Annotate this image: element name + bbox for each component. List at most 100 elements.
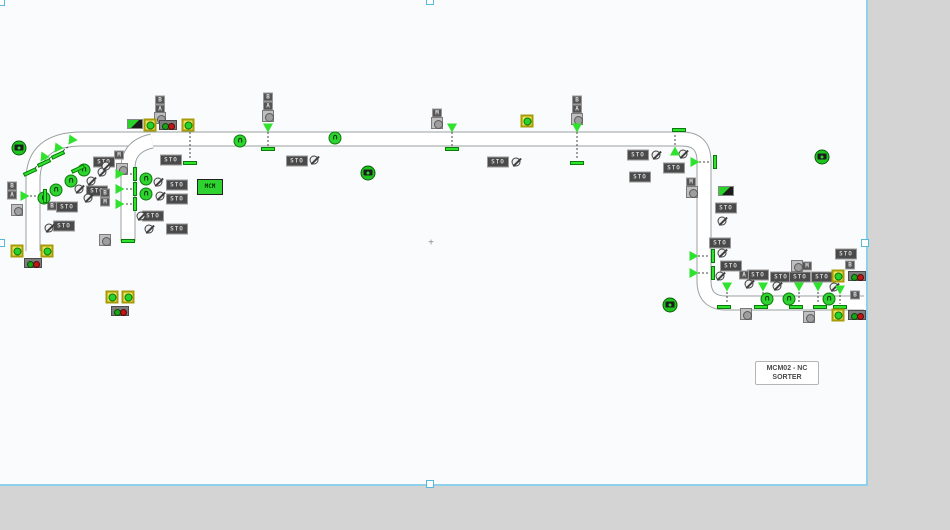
selection-handle[interactable] (861, 239, 869, 247)
photo-eye-bar (713, 155, 717, 169)
status-box[interactable]: STO (487, 156, 509, 168)
bypassed-sensor-icon (744, 279, 754, 289)
photo-eye-arrow[interactable] (572, 123, 582, 133)
photo-eye-arrow[interactable] (670, 146, 680, 156)
lamp-indicator[interactable] (181, 118, 195, 132)
motor-indicator[interactable]: ∩ (233, 134, 247, 148)
status-box[interactable]: STO (160, 154, 182, 166)
bypassed-sensor-icon (155, 191, 165, 201)
photo-eye-bar (43, 189, 47, 203)
photo-eye-arrow[interactable] (722, 282, 732, 292)
lamp-indicator[interactable] (121, 290, 135, 304)
status-box[interactable]: STO (53, 220, 75, 232)
lamp-indicator[interactable] (143, 118, 157, 132)
status-box[interactable]: STO (166, 179, 188, 191)
status-box[interactable]: STO (663, 162, 685, 174)
status-box[interactable]: STO (811, 271, 833, 283)
selection-handle[interactable] (0, 239, 5, 247)
motor-indicator[interactable]: ∩ (139, 172, 153, 186)
run-stop-lights[interactable] (159, 120, 177, 130)
scanner-camera-icon[interactable] (662, 297, 678, 313)
selection-handle[interactable] (0, 0, 5, 6)
photo-eye-arrow[interactable] (115, 184, 125, 194)
divert-wedge-icon (718, 186, 734, 196)
motor-indicator[interactable]: ∩ (64, 174, 78, 188)
mimic-canvas[interactable]: + MCM02 - NC SORTER STO STO STO STO STO STO ST… (0, 0, 866, 484)
selection-border-bottom (0, 484, 868, 486)
status-box[interactable]: STO (835, 248, 857, 260)
photo-eye-arrow[interactable] (115, 169, 125, 179)
photo-eye-arrow[interactable] (758, 282, 768, 292)
divert-wedge-icon (127, 119, 143, 129)
run-stop-lights[interactable] (24, 258, 42, 268)
photo-eye-arrow[interactable] (835, 285, 845, 295)
status-box[interactable]: STO (709, 237, 731, 249)
sorter-label-line2: SORTER (772, 374, 802, 381)
scanner-camera-icon[interactable] (360, 165, 376, 181)
bypassed-sensor-icon (144, 224, 154, 234)
lamp-indicator[interactable] (520, 114, 534, 128)
selection-handle[interactable] (426, 480, 434, 488)
photo-eye-bar (813, 305, 827, 309)
scanner-camera-icon[interactable] (814, 149, 830, 165)
motor-indicator[interactable]: ∩ (328, 131, 342, 145)
photo-eye-bar (717, 305, 731, 309)
center-crosshair: + (428, 237, 434, 249)
zone-letter-box: B (7, 181, 17, 191)
run-stop-lights[interactable] (111, 306, 129, 316)
photo-eye-bar (754, 305, 768, 309)
photo-eye-arrow[interactable] (263, 123, 273, 133)
zone-letter-box: M (114, 150, 124, 160)
photo-eye-bar (133, 197, 137, 211)
status-box[interactable]: STO (720, 260, 742, 272)
photo-eye-arrow[interactable] (689, 251, 699, 261)
photo-eye-bar (133, 167, 137, 181)
sensor-indicator (262, 110, 274, 122)
bypassed-sensor-icon (74, 184, 84, 194)
motor-indicator[interactable]: ∩ (782, 292, 796, 306)
photo-eye-bar (711, 249, 715, 263)
zone-letter-box: B (845, 260, 855, 270)
photo-eye-arrow[interactable] (20, 191, 30, 201)
status-box[interactable]: STO (627, 149, 649, 161)
photo-eye-arrow[interactable] (689, 268, 699, 278)
mcm-box[interactable]: MCM (197, 179, 223, 195)
status-box[interactable]: STO (629, 171, 651, 183)
zone-letter-box: M (802, 261, 812, 271)
photo-eye-arrow[interactable] (115, 199, 125, 209)
lamp-indicator[interactable] (105, 290, 119, 304)
lamp-indicator[interactable] (10, 244, 24, 258)
sensor-indicator (431, 117, 443, 129)
sensor-indicator (740, 308, 752, 320)
photo-eye-arrow[interactable] (690, 157, 700, 167)
selection-handle[interactable] (426, 0, 434, 5)
sensor-indicator (99, 234, 111, 246)
bypassed-sensor-icon (717, 248, 727, 258)
lamp-indicator[interactable] (40, 244, 54, 258)
lamp-indicator[interactable] (831, 308, 845, 322)
status-box[interactable]: STO (286, 155, 308, 167)
photo-eye-arrow[interactable] (447, 123, 457, 133)
bypassed-sensor-icon (717, 216, 727, 226)
bypassed-sensor-icon (511, 157, 521, 167)
motor-indicator[interactable]: ∩ (760, 292, 774, 306)
photo-eye-bar (121, 239, 135, 243)
photo-eye-arrow[interactable] (813, 282, 823, 292)
motor-indicator[interactable]: ∩ (139, 187, 153, 201)
run-stop-lights[interactable] (848, 271, 866, 281)
photo-eye-bar (570, 161, 584, 165)
status-box[interactable]: STO (166, 223, 188, 235)
status-box[interactable]: STO (715, 202, 737, 214)
motor-indicator[interactable]: ∩ (822, 292, 836, 306)
scanner-camera-icon[interactable] (11, 140, 27, 156)
lamp-indicator[interactable] (831, 269, 845, 283)
conveyor-band (121, 134, 154, 241)
photo-eye-arrow[interactable] (794, 282, 804, 292)
run-stop-lights[interactable] (848, 310, 866, 320)
photo-eye-bar (183, 161, 197, 165)
status-box[interactable]: STO (56, 201, 78, 213)
status-box[interactable]: STO (166, 193, 188, 205)
photo-eye-bar (789, 305, 803, 309)
status-box[interactable]: STO (789, 271, 811, 283)
motor-indicator[interactable]: ∩ (49, 183, 63, 197)
